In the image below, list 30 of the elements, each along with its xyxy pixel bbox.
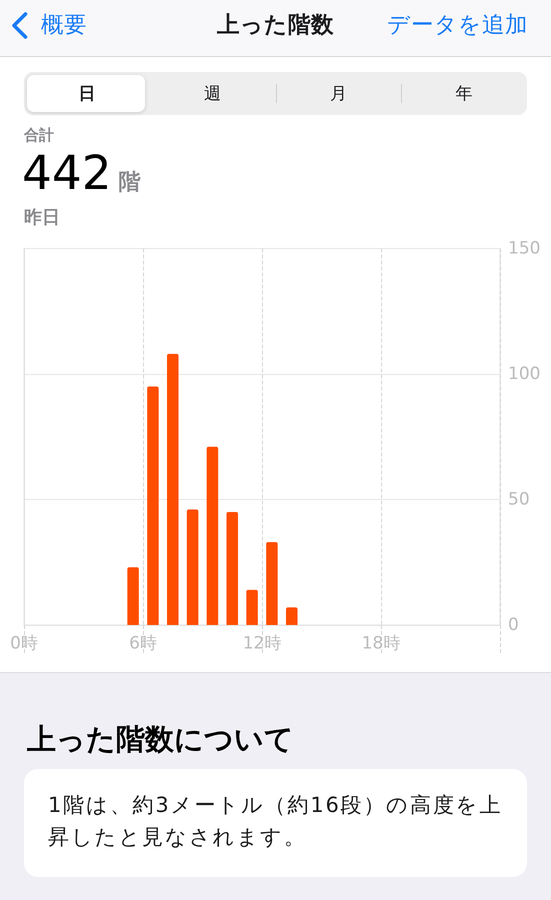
x-tick-label: 12時 — [242, 634, 282, 654]
text: 442 — [22, 146, 112, 202]
y-tick-label: 150 — [508, 238, 540, 258]
bar — [246, 590, 258, 625]
x-tick-label: 18時 — [362, 634, 400, 654]
text: データを追加 — [387, 11, 528, 40]
bar — [147, 386, 159, 625]
bar — [286, 607, 298, 625]
text: 昨日 — [24, 206, 60, 230]
text: 月 — [330, 82, 347, 104]
text: 合計 — [24, 125, 54, 145]
bar — [186, 510, 198, 625]
bar — [226, 512, 238, 625]
text: 週 — [204, 82, 222, 104]
bar — [167, 354, 178, 625]
y-tick-label: 0 — [508, 615, 519, 635]
chart-title: 上った階数 — [217, 12, 334, 38]
text: 上った階数について — [27, 721, 294, 758]
text: 年 — [456, 82, 473, 104]
text: 概要 — [41, 11, 87, 40]
y-tick-label: 50 — [508, 490, 530, 510]
bar — [127, 567, 139, 625]
text: 階 — [118, 169, 141, 197]
x-tick-label: 6時 — [129, 634, 157, 654]
bar — [206, 446, 218, 625]
text: 1階は、約3メートル（約16段）の高度を上昇したと見なされます。 — [48, 792, 503, 851]
bar — [266, 542, 278, 625]
x-tick-label: 0時 — [10, 634, 38, 654]
y-tick-label: 100 — [508, 364, 540, 384]
text: 日 — [78, 82, 96, 104]
